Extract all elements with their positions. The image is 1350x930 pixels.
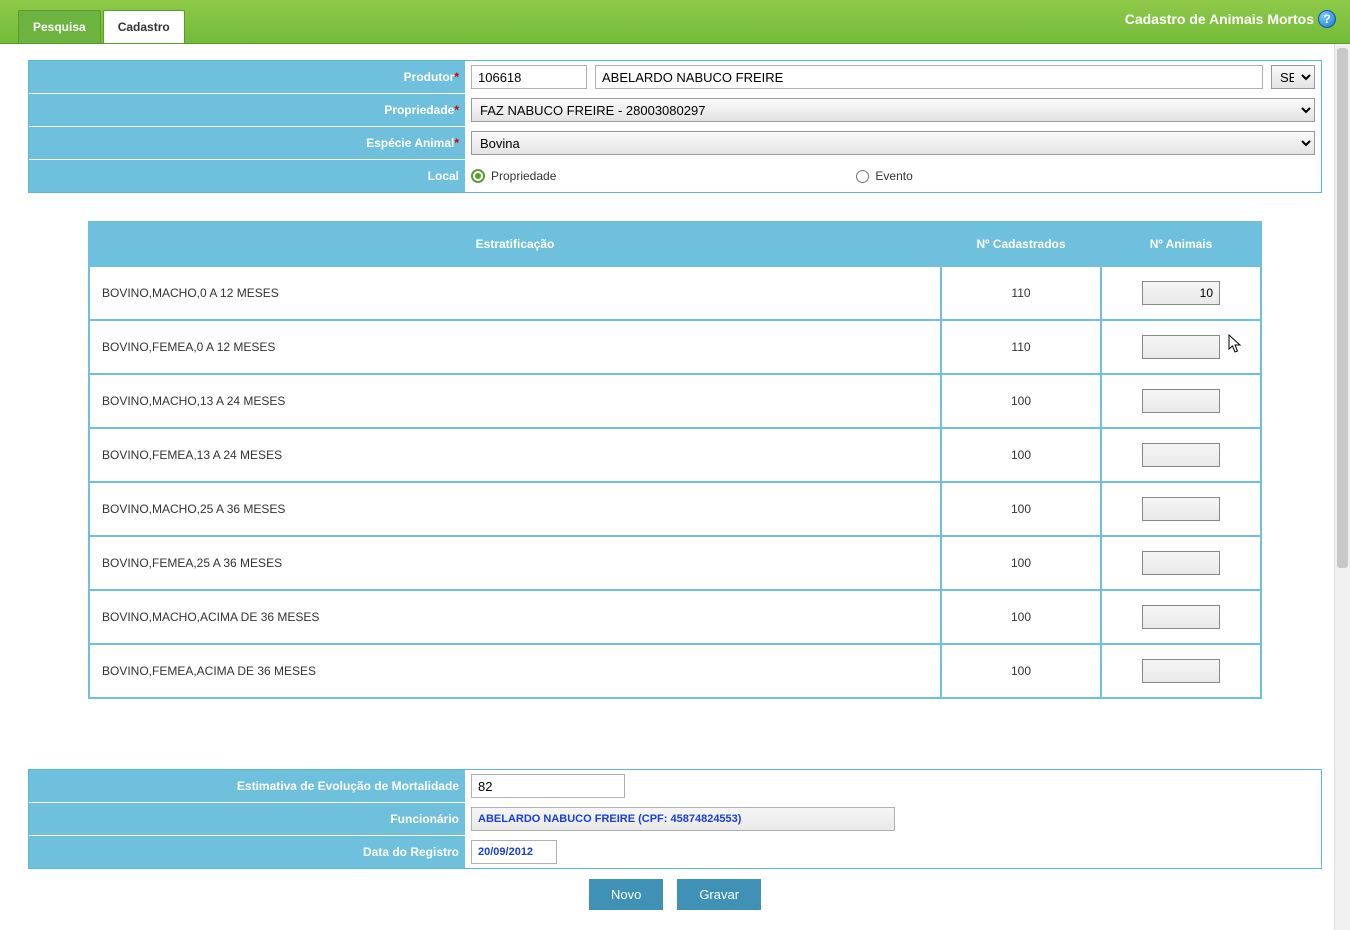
strat-cadastrados-cell: 100 [941,590,1101,644]
radio-evento-input[interactable] [856,170,869,183]
strat-animais-cell [1101,644,1261,698]
page-title: Cadastro de Animais Mortos [1125,11,1314,27]
table-row: BOVINO,MACHO,25 A 36 MESES100 [89,482,1261,536]
strat-label-cell: BOVINO,FEMEA,ACIMA DE 36 MESES [89,644,941,698]
strat-label-cell: BOVINO,MACHO,13 A 24 MESES [89,374,941,428]
strat-animais-cell [1101,320,1261,374]
label-especie: Espécie Animal* [29,127,465,159]
label-estimativa: Estimativa de Evolução de Mortalidade [29,770,465,802]
strat-header-cad: Nº Cadastrados [941,222,1101,266]
top-form: Produtor* SE Propriedade* FAZ NABUCO FRE… [28,60,1322,193]
page-title-wrap: Cadastro de Animais Mortos ? [1125,10,1336,28]
propriedade-select[interactable]: FAZ NABUCO FREIRE - 28003080297 [471,98,1315,122]
label-propriedade-text: Propriedade [384,103,454,117]
strat-header-label: Estratificação [89,222,941,266]
table-row: BOVINO,FEMEA,13 A 24 MESES100 [89,428,1261,482]
scrollbar-thumb[interactable] [1337,48,1348,568]
scrollbar[interactable] [1334,44,1350,930]
strat-animais-input[interactable] [1142,497,1220,521]
label-local: Local [29,160,465,192]
table-row: BOVINO,FEMEA,25 A 36 MESES100 [89,536,1261,590]
strat-cadastrados-cell: 100 [941,536,1101,590]
strat-animais-input[interactable] [1142,659,1220,683]
especie-select[interactable]: Bovina [471,131,1315,155]
strat-label-cell: BOVINO,MACHO,25 A 36 MESES [89,482,941,536]
strat-header-animais: Nº Animais [1101,222,1261,266]
strat-animais-cell [1101,590,1261,644]
radio-local-evento[interactable]: Evento [856,169,912,183]
strat-animais-input[interactable] [1142,389,1220,413]
gravar-button[interactable]: Gravar [677,879,761,910]
required-icon: * [454,70,459,84]
strat-animais-input[interactable] [1142,551,1220,575]
table-row: BOVINO,MACHO,13 A 24 MESES100 [89,374,1261,428]
radio-propriedade-input[interactable] [471,169,485,183]
uf-select[interactable]: SE [1271,65,1315,89]
bottom-form: Estimativa de Evolução de Mortalidade Fu… [28,769,1322,869]
strat-table: Estratificação Nº Cadastrados Nº Animais… [88,221,1262,699]
strat-animais-input[interactable] [1142,605,1220,629]
strat-cadastrados-cell: 100 [941,428,1101,482]
produtor-name-input[interactable] [595,65,1263,89]
strat-animais-cell [1101,482,1261,536]
strat-animais-cell [1101,536,1261,590]
tab-cadastro[interactable]: Cadastro [103,10,185,43]
strat-animais-cell [1101,266,1261,320]
table-row: BOVINO,MACHO,0 A 12 MESES110 [89,266,1261,320]
label-produtor: Produtor* [29,61,465,93]
radio-evento-label: Evento [875,169,912,183]
label-produtor-text: Produtor [404,70,455,84]
strat-cadastrados-cell: 100 [941,644,1101,698]
strat-label-cell: BOVINO,FEMEA,0 A 12 MESES [89,320,941,374]
page-body: Produtor* SE Propriedade* FAZ NABUCO FRE… [0,44,1350,930]
table-row: BOVINO,FEMEA,0 A 12 MESES110 [89,320,1261,374]
funcionario-input [471,807,895,831]
data-registro-input[interactable] [471,840,557,864]
strat-cadastrados-cell: 110 [941,266,1101,320]
header-bar: Pesquisa Cadastro Cadastro de Animais Mo… [0,0,1350,44]
estimativa-input[interactable] [471,774,625,798]
produtor-code-input[interactable] [471,65,587,89]
table-row: BOVINO,MACHO,ACIMA DE 36 MESES100 [89,590,1261,644]
required-icon: * [454,103,459,117]
strat-animais-input[interactable] [1142,443,1220,467]
button-row: Novo Gravar [10,879,1340,910]
label-funcionario: Funcionário [29,803,465,835]
radio-local-propriedade[interactable]: Propriedade [471,169,556,183]
label-propriedade: Propriedade* [29,94,465,126]
novo-button[interactable]: Novo [589,879,663,910]
help-icon[interactable]: ? [1318,10,1336,28]
label-local-text: Local [428,169,459,183]
required-icon: * [454,136,459,150]
radio-propriedade-label: Propriedade [491,169,556,183]
strat-label-cell: BOVINO,MACHO,ACIMA DE 36 MESES [89,590,941,644]
label-data: Data do Registro [29,836,465,868]
label-especie-text: Espécie Animal [366,136,454,150]
strat-label-cell: BOVINO,MACHO,0 A 12 MESES [89,266,941,320]
strat-animais-input[interactable] [1142,281,1220,305]
table-row: BOVINO,FEMEA,ACIMA DE 36 MESES100 [89,644,1261,698]
strat-animais-input[interactable] [1142,335,1220,359]
strat-animais-cell [1101,428,1261,482]
strat-cadastrados-cell: 110 [941,320,1101,374]
strat-cadastrados-cell: 100 [941,482,1101,536]
strat-label-cell: BOVINO,FEMEA,25 A 36 MESES [89,536,941,590]
strat-label-cell: BOVINO,FEMEA,13 A 24 MESES [89,428,941,482]
strat-cadastrados-cell: 100 [941,374,1101,428]
tab-pesquisa[interactable]: Pesquisa [18,10,101,43]
strat-animais-cell [1101,374,1261,428]
